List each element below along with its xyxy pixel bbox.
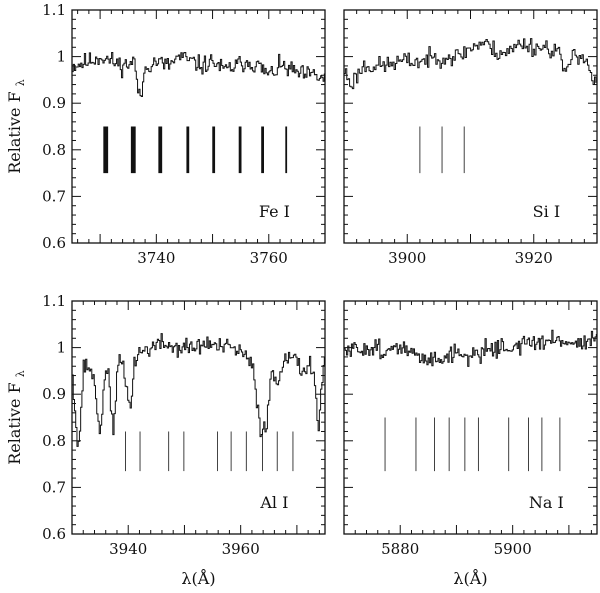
x-axis-title: λ(Å)	[181, 568, 215, 588]
spectrum-line	[344, 329, 597, 367]
panel-label: Fe I	[259, 202, 290, 221]
x-tick-label: 5880	[381, 540, 419, 558]
y-tick-label: 0.6	[42, 525, 66, 543]
panel-si-i: 3900 3920 Si I	[343, 9, 598, 267]
panel-frame	[343, 300, 598, 535]
y-tick-label: 0.8	[42, 432, 66, 450]
x-tick-label: 3920	[515, 249, 553, 267]
spectrum-line	[344, 38, 597, 90]
y-tick-label: 1	[56, 48, 66, 66]
y-axis-title: Relative F λ	[5, 370, 27, 465]
y-tick-label: 1.1	[42, 292, 66, 310]
panel-al-i: 0.6 0.7 0.8 0.9 1 1.1 3940 3960 Al I Relative F λ…	[5, 292, 326, 588]
y-tick-label: 0.8	[42, 141, 66, 159]
spectrum-line	[72, 52, 325, 98]
y-tick-label: 0.6	[42, 234, 66, 252]
panel-label: Si I	[533, 202, 560, 221]
x-tick-label: 3960	[222, 540, 260, 558]
y-tick-label: 1.1	[42, 1, 66, 19]
y-tick-label: 1	[56, 339, 66, 357]
x-tick-label: 5900	[494, 540, 532, 558]
x-tick-label: 3900	[388, 249, 426, 267]
x-tick-label: 3940	[109, 540, 147, 558]
y-tick-label: 0.7	[42, 478, 66, 496]
panel-label: Al I	[259, 493, 288, 512]
x-axis-title: λ(Å)	[453, 568, 487, 588]
panel-frame	[71, 9, 326, 244]
panel-na-i: 5880 5900 Na I λ(Å)	[343, 300, 598, 588]
panel-label: Na I	[529, 493, 564, 512]
panel-fe-i: 0.6 0.7 0.8 0.9 1 1.1 3740 3760 Fe I Relative F λ	[5, 1, 326, 267]
x-tick-label: 3740	[137, 249, 175, 267]
y-tick-label: 0.7	[42, 187, 66, 205]
spectrum-line	[72, 333, 325, 447]
panel-frame	[71, 300, 326, 535]
x-tick-label: 3760	[250, 249, 288, 267]
y-axis-title: Relative F λ	[5, 79, 27, 174]
y-tick-label: 0.9	[42, 94, 66, 112]
y-tick-label: 0.9	[42, 385, 66, 403]
